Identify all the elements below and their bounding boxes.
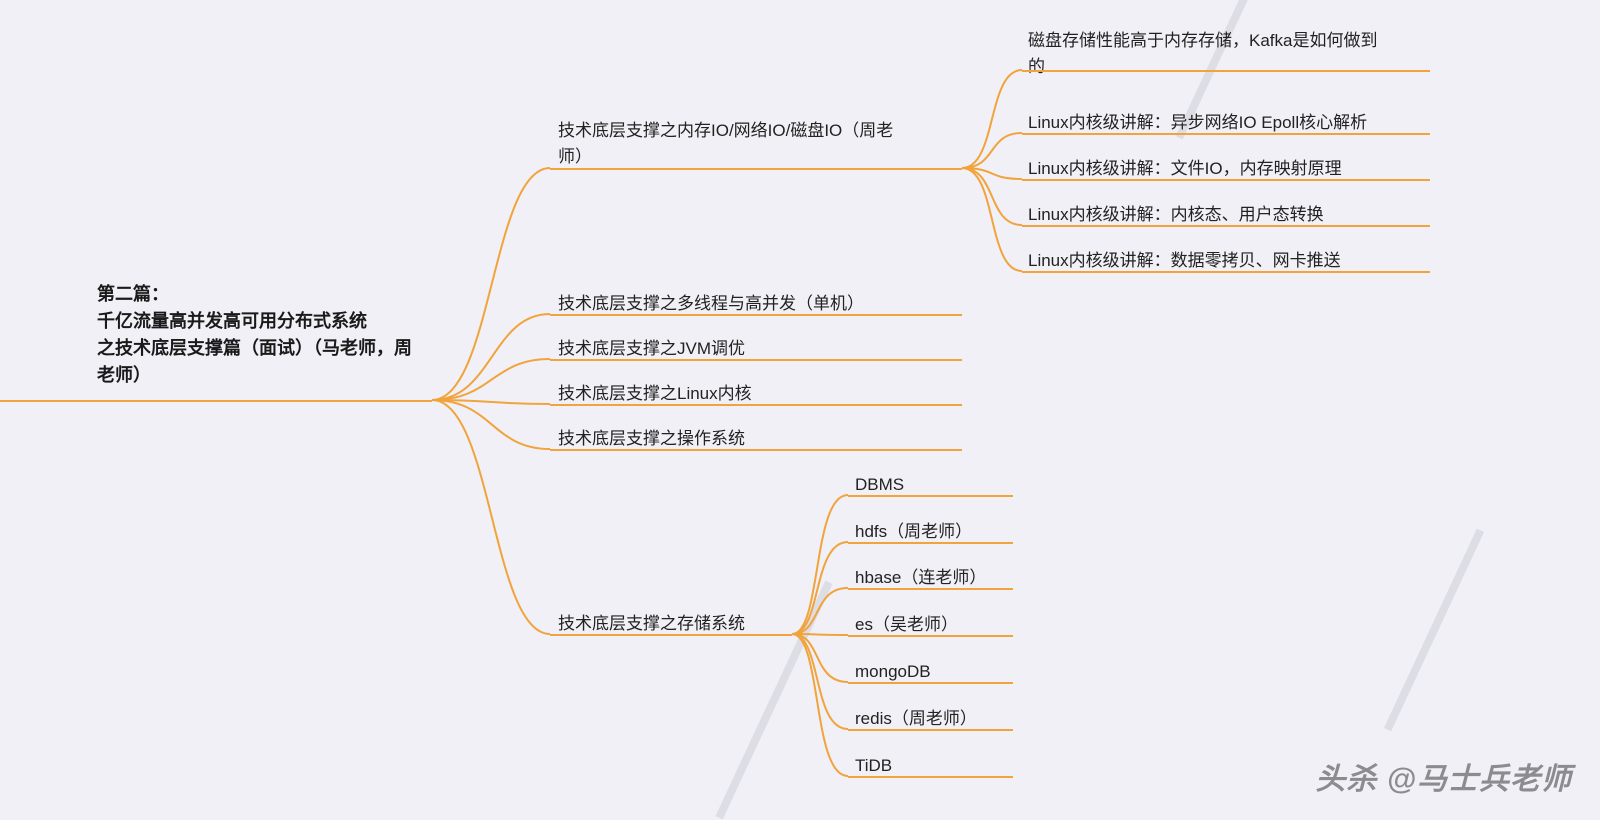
root-line2: 千亿流量高并发高可用分布式系统 — [97, 308, 427, 335]
l3-st-3-ul — [848, 635, 1013, 637]
l3-io-0-ul — [1022, 70, 1430, 72]
l2-jvm-underline — [550, 359, 962, 361]
l3-st-5-ul — [848, 729, 1013, 731]
root-line4: 老师） — [97, 362, 427, 389]
l2-io-line1: 技术底层支撑之内存IO/网络IO/磁盘IO（周老 — [558, 118, 958, 144]
l2-io: 技术底层支撑之内存IO/网络IO/磁盘IO（周老 师） — [558, 118, 958, 169]
l3-st-2: hbase（连老师） — [855, 565, 986, 591]
l3-st-1-ul — [848, 542, 1013, 544]
l3-io-2-ul — [1022, 179, 1430, 181]
bg-stripe — [1384, 529, 1484, 732]
l2-io-underline — [550, 168, 962, 170]
root-node: 第二篇： 千亿流量高并发高可用分布式系统 之技术底层支撑篇（面试）（马老师，周 … — [97, 281, 427, 389]
l2-storage: 技术底层支撑之存储系统 — [558, 611, 745, 637]
l3-io-3-ul — [1022, 225, 1430, 227]
l2-storage-underline — [550, 634, 792, 636]
l2-linux: 技术底层支撑之Linux内核 — [558, 381, 752, 407]
l3-io-1-ul — [1022, 133, 1430, 135]
root-line3: 之技术底层支撑篇（面试）（马老师，周 — [97, 335, 427, 362]
l3-io-0-l1: 磁盘存储性能高于内存存储，Kafka是如何做到 — [1028, 28, 1428, 54]
l2-thread: 技术底层支撑之多线程与高并发（单机） — [558, 291, 864, 317]
l3-st-6: TiDB — [855, 753, 892, 779]
l3-io-1: Linux内核级讲解：异步网络IO Epoll核心解析 — [1028, 110, 1367, 136]
l3-st-2-ul — [848, 588, 1013, 590]
l2-linux-underline — [550, 404, 962, 406]
l3-st-0-ul — [848, 495, 1013, 497]
l3-io-4: Linux内核级讲解：数据零拷贝、网卡推送 — [1028, 248, 1341, 274]
watermark: 头杀 @马士兵老师 — [1315, 754, 1572, 798]
l3-st-3: es（吴老师） — [855, 612, 958, 638]
l3-st-4-ul — [848, 682, 1013, 684]
l3-io-4-ul — [1022, 271, 1430, 273]
l3-st-4: mongoDB — [855, 659, 931, 685]
root-line1: 第二篇： — [97, 281, 427, 308]
l3-io-2: Linux内核级讲解：文件IO，内存映射原理 — [1028, 156, 1342, 182]
l3-st-6-ul — [848, 776, 1013, 778]
l2-os-underline — [550, 449, 962, 451]
l3-st-5: redis（周老师） — [855, 706, 977, 732]
l2-os: 技术底层支撑之操作系统 — [558, 426, 745, 452]
l3-io-0-l2: 的 — [1028, 54, 1428, 80]
root-underline — [0, 400, 432, 402]
connector-root-l2 — [432, 0, 562, 814]
l3-io-3: Linux内核级讲解：内核态、用户态转换 — [1028, 202, 1324, 228]
l2-jvm: 技术底层支撑之JVM调优 — [558, 336, 745, 362]
l3-st-1: hdfs（周老师） — [855, 519, 972, 545]
l3-st-0: DBMS — [855, 472, 904, 498]
l2-thread-underline — [550, 314, 962, 316]
l2-io-line2: 师） — [558, 144, 958, 170]
